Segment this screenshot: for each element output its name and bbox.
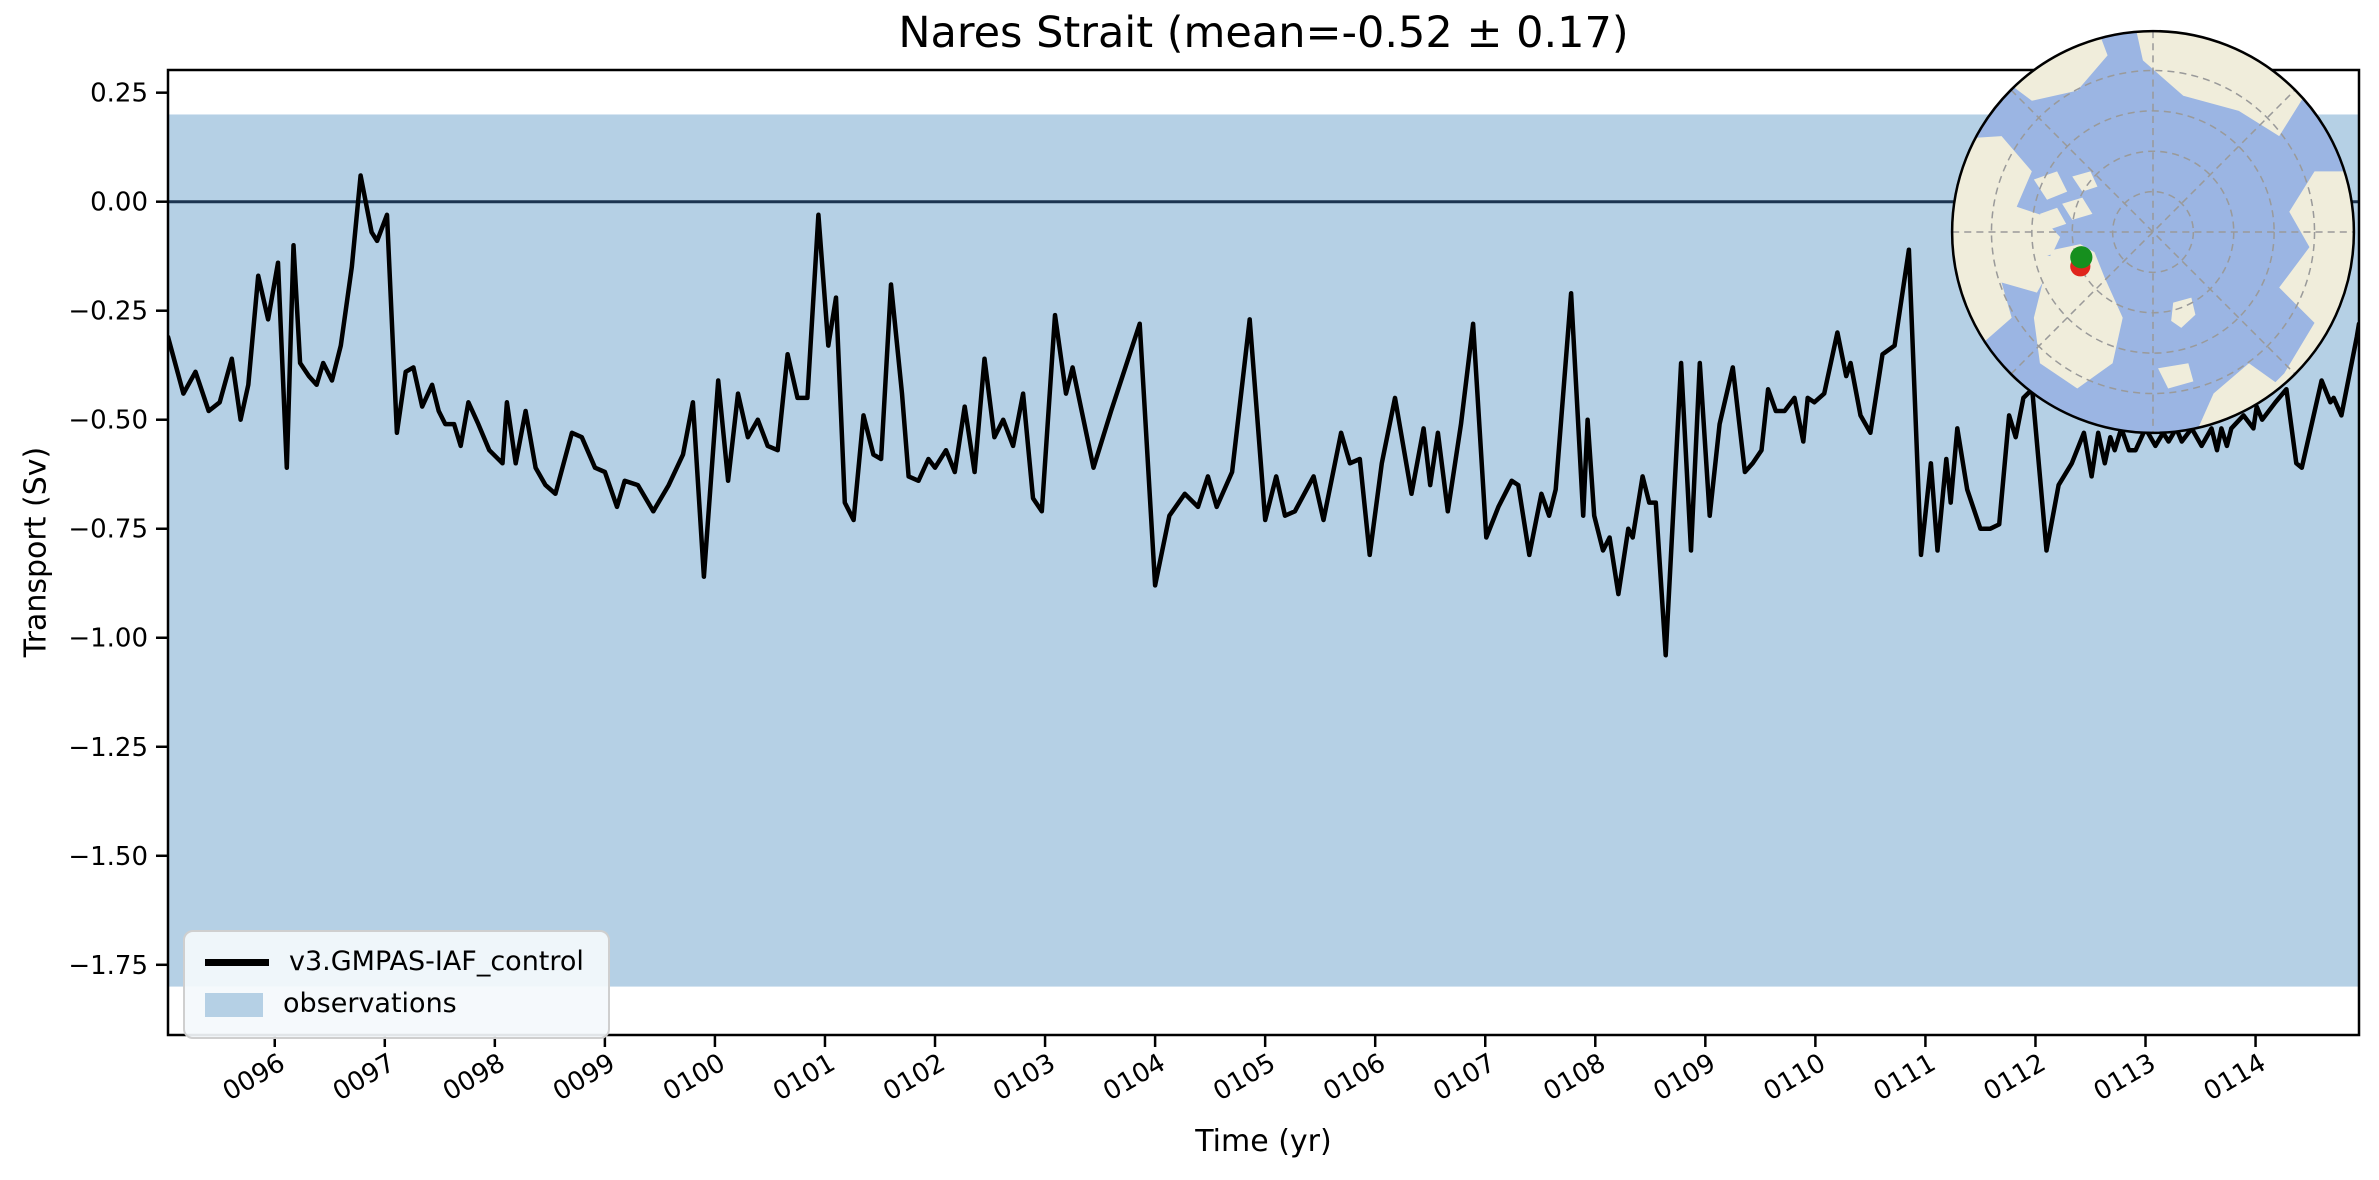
landmass-svalbard: [2171, 297, 2196, 328]
x-axis-label: Time (yr): [1195, 1124, 1332, 1159]
x-tick-label: 0102: [878, 1048, 950, 1107]
transect-marker-green-icon: [2070, 246, 2093, 269]
landmass-arctic-island: [2062, 197, 2093, 220]
landmass-arctic-island: [2033, 171, 2068, 200]
map-graticule: [1952, 31, 2354, 433]
y-axis-label: Transport (Sv): [18, 446, 54, 658]
x-tick-label: 0105: [1208, 1048, 1280, 1107]
x-tick-label: 0106: [1318, 1048, 1390, 1107]
landmass-siberia: [2132, 31, 2305, 137]
x-tick-label: 0097: [328, 1048, 400, 1107]
x-tick-label: 0101: [768, 1048, 840, 1107]
x-tick-label: 0111: [1869, 1048, 1941, 1107]
landmass-ellesmere: [2009, 219, 2061, 263]
x-tick-label: 0112: [1979, 1048, 2051, 1107]
x-tick-label: 0096: [218, 1048, 290, 1107]
y-axis-ticks: 0.25 0.00 −0.25 −0.50 −0.75 −1.00 −1.25 −1.50 −1…: [68, 79, 168, 981]
chart-title: Nares Strait (mean=-0.52 ± 0.17): [898, 8, 1629, 58]
landmass-iceland: [2158, 363, 2194, 389]
x-tick-label: 0114: [2199, 1048, 2271, 1107]
x-tick-label: 0108: [1538, 1048, 1610, 1107]
x-tick-label: 0104: [1098, 1048, 1170, 1107]
legend-entry-observations: observations: [205, 988, 584, 1020]
y-tick-label: −1.00: [68, 624, 148, 654]
legend-label-model: v3.GMPAS-IAF_control: [289, 946, 584, 977]
legend-entry-model: v3.GMPAS-IAF_control: [205, 946, 584, 978]
x-tick-label: 0110: [1759, 1048, 1831, 1107]
landmass-greenland: [2033, 244, 2123, 389]
map-border: [1950, 29, 2356, 435]
y-tick-label: −0.50: [68, 406, 148, 436]
x-tick-label: 0107: [1428, 1048, 1500, 1107]
polar-inset-map: [1950, 29, 2356, 435]
legend: v3.GMPAS-IAF_control observations: [183, 930, 610, 1039]
axes-frame: [166, 68, 2361, 1037]
landmass-arctic-island: [2072, 171, 2098, 192]
y-tick-label: −0.75: [68, 515, 148, 545]
y-tick-label: −1.25: [68, 733, 148, 763]
x-tick-label: 0100: [658, 1048, 730, 1107]
model-series-line: [168, 173, 2359, 658]
model-line-swatch: [205, 958, 269, 966]
x-axis-ticks: 0096 0097 0098 0099 0100 0101 0102 0103 0104 0105…: [218, 1035, 2271, 1107]
y-tick-label: 0.00: [90, 188, 148, 218]
x-tick-label: 0099: [548, 1048, 620, 1107]
y-tick-label: 0.25: [90, 79, 148, 109]
y-tick-label: −0.25: [68, 297, 148, 327]
x-tick-label: 0098: [438, 1048, 510, 1107]
legend-label-observations: observations: [283, 988, 457, 1020]
observations-patch-swatch: [205, 992, 263, 1017]
x-tick-label: 0103: [988, 1048, 1060, 1107]
y-tick-label: −1.50: [68, 842, 148, 872]
x-tick-label: 0113: [2089, 1048, 2161, 1107]
x-tick-label: 0109: [1649, 1048, 1721, 1107]
y-tick-label: −1.75: [68, 951, 148, 981]
